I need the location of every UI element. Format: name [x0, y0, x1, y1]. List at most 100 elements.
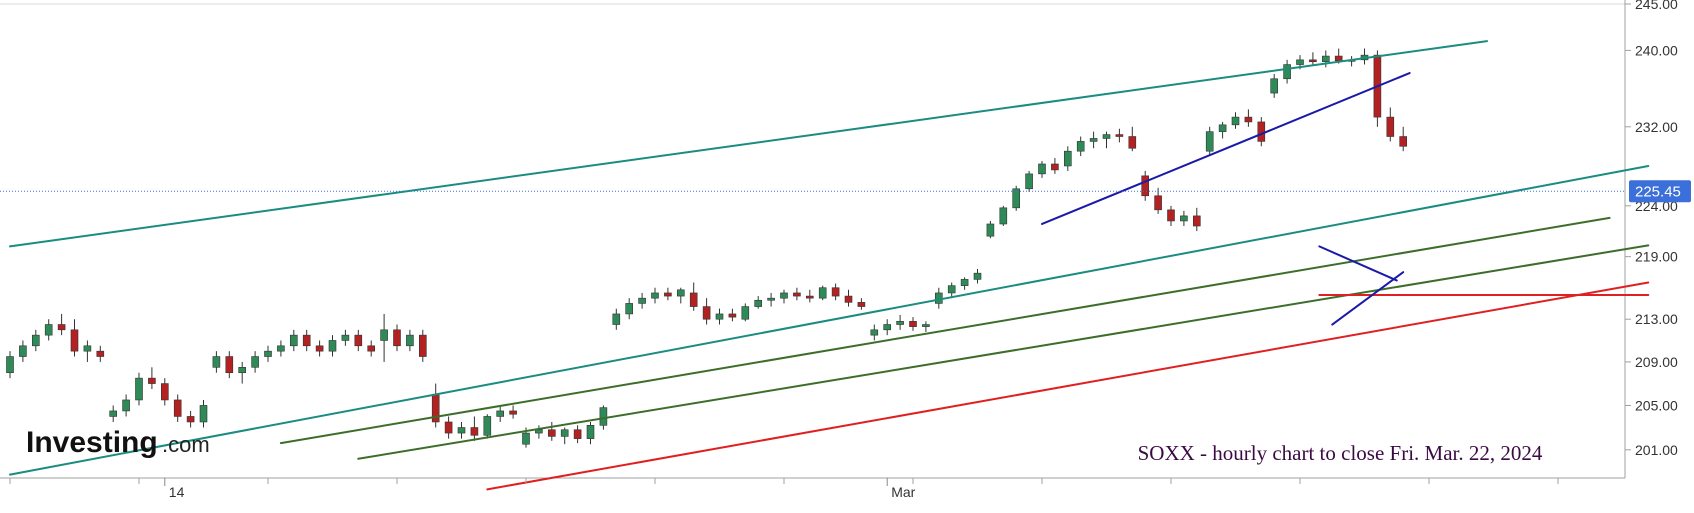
candle [1322, 50, 1330, 68]
logo-suffix: .com [162, 432, 210, 457]
candle-body [135, 377, 143, 401]
candle [831, 283, 840, 301]
candle [186, 410, 195, 428]
candle-body [444, 421, 453, 434]
candle [1205, 126, 1214, 157]
candle [483, 414, 492, 439]
y-tick-label: 209.00 [1635, 354, 1678, 370]
trendline-8 [1331, 271, 1405, 326]
candle [225, 351, 234, 379]
candle-body [973, 272, 982, 280]
candle [844, 289, 853, 307]
candle [1399, 126, 1407, 152]
candle [573, 425, 582, 444]
y-tick-label: 232.00 [1635, 119, 1678, 135]
trendlines-group [9, 40, 1650, 491]
candle [135, 372, 143, 406]
candle-body [1334, 55, 1343, 62]
candle [289, 329, 298, 352]
candle [560, 427, 569, 445]
candle-body [780, 292, 788, 299]
candle [1309, 52, 1317, 66]
candle-body [844, 295, 853, 303]
candle [109, 405, 117, 422]
candle-body [122, 399, 130, 412]
candle-body [1231, 116, 1240, 126]
candle [122, 394, 130, 417]
candle [57, 313, 66, 336]
candle [302, 329, 311, 352]
candle-body [31, 334, 40, 347]
candle-body [1193, 215, 1201, 227]
candle-body [638, 297, 646, 304]
candle [1038, 161, 1046, 178]
candle-body [1038, 163, 1046, 175]
candle-body [986, 223, 995, 237]
candle-body [238, 367, 246, 374]
candle [44, 319, 53, 341]
candle [19, 340, 27, 362]
candle [638, 292, 646, 309]
candle [393, 324, 401, 352]
candle [238, 361, 246, 384]
candle-body [728, 313, 737, 318]
candle-body [522, 432, 530, 445]
y-tick-label: 240.00 [1635, 42, 1678, 58]
candle [702, 298, 711, 325]
candle [664, 287, 672, 301]
candle-body [380, 329, 388, 341]
candle-body [1270, 78, 1278, 94]
candle [1012, 185, 1021, 211]
candle-body [289, 334, 298, 347]
candle [406, 329, 414, 352]
candle [1270, 74, 1278, 98]
candle-body [509, 410, 517, 415]
candle [754, 296, 763, 309]
candle-body [1309, 59, 1317, 63]
candle [1231, 112, 1240, 129]
candle-body [1141, 175, 1149, 197]
candle-body [586, 424, 595, 439]
candle [264, 345, 272, 362]
candle-body [573, 429, 582, 439]
candle [70, 319, 79, 357]
last-price-badge [1629, 180, 1691, 203]
candle-body [1051, 163, 1059, 171]
candle-body [999, 207, 1008, 225]
candle [212, 351, 221, 373]
trendline-3 [357, 244, 1650, 460]
candle [6, 351, 14, 379]
candle [922, 321, 930, 332]
y-tick-label: 201.00 [1635, 442, 1678, 458]
trendline-1 [9, 164, 1650, 476]
candle-body [199, 405, 208, 423]
candle [1115, 128, 1124, 143]
candle [31, 329, 40, 352]
candle-body [470, 427, 479, 436]
candle-body [1102, 134, 1111, 139]
candle [1102, 131, 1111, 149]
candle [689, 282, 698, 311]
candle [1244, 109, 1253, 127]
candle-body [1115, 134, 1124, 137]
candle-body [960, 279, 969, 286]
candle [148, 367, 156, 390]
candle [1386, 107, 1395, 142]
candle-body [1076, 141, 1085, 152]
candle-body [651, 292, 659, 299]
candle [341, 329, 350, 346]
candle [496, 405, 505, 422]
candle-body [741, 306, 750, 320]
candle-body [1128, 136, 1137, 149]
candle-body [1218, 124, 1227, 132]
candle-body [83, 345, 92, 352]
candle-body [1386, 116, 1395, 137]
candle-body [251, 356, 259, 368]
candle-body [277, 345, 285, 352]
candle-body [96, 350, 105, 357]
candle [870, 324, 879, 341]
candle-body [483, 416, 492, 436]
